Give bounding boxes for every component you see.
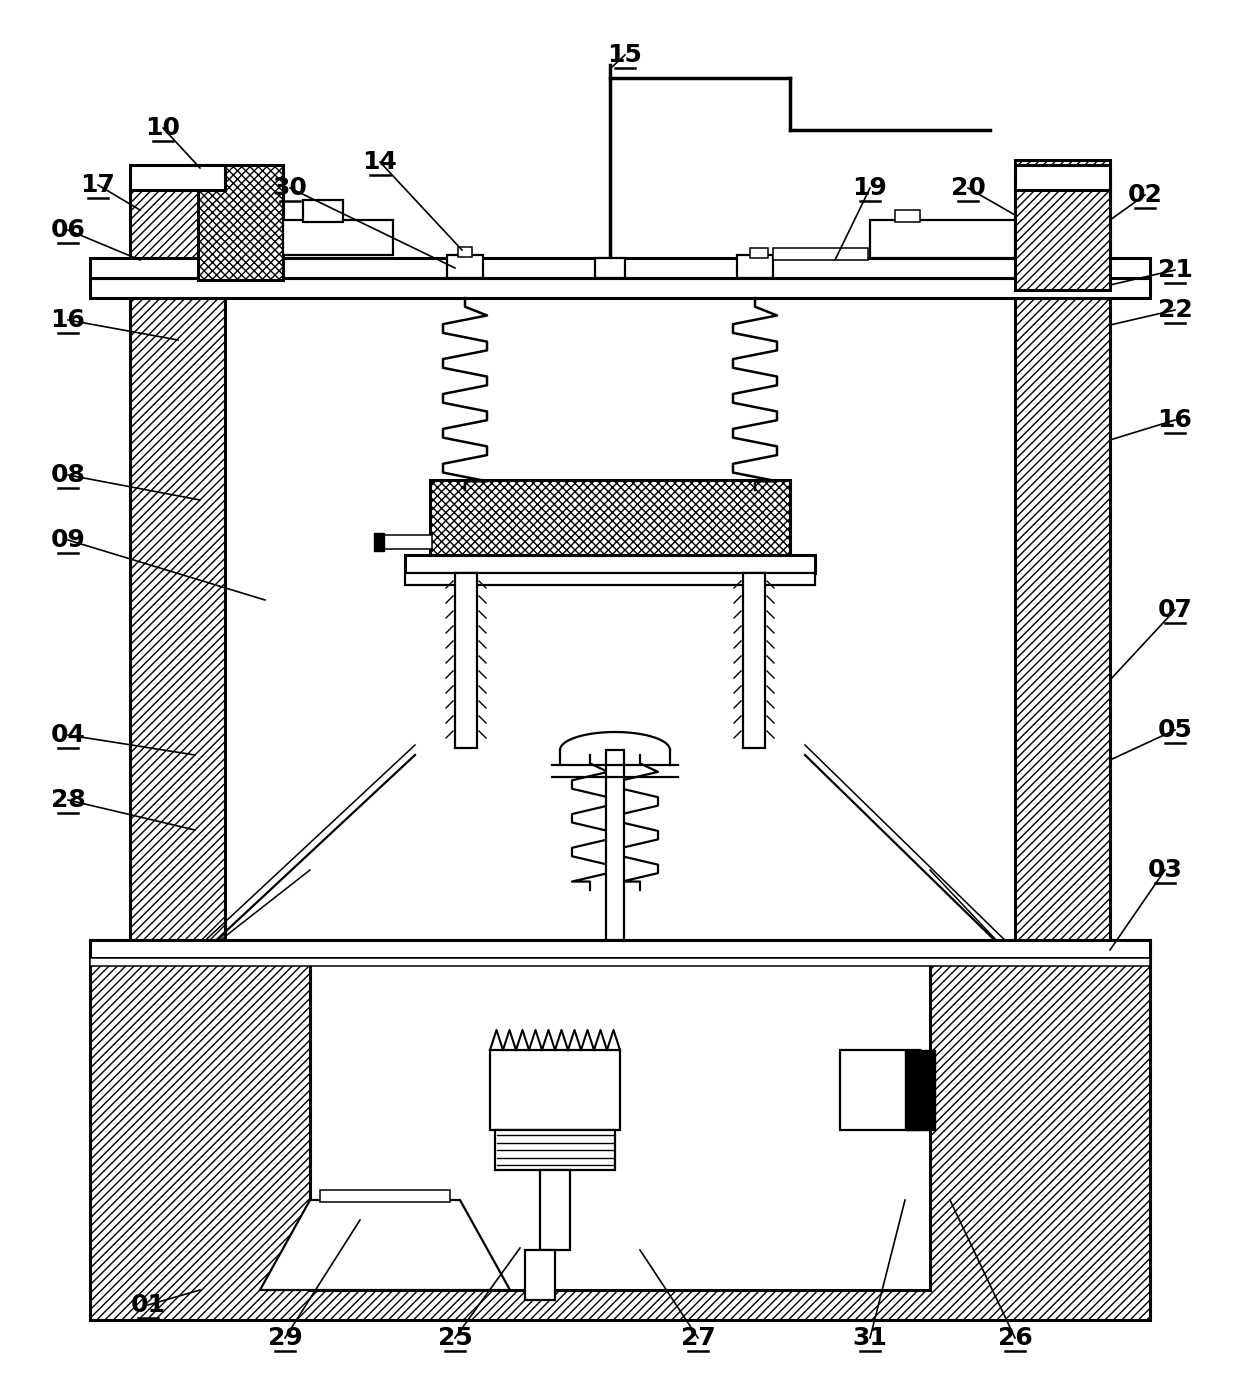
Bar (495, 1129, 615, 1171)
Bar (539, 1171, 570, 1250)
Bar (458, 247, 472, 257)
Text: 30: 30 (273, 176, 308, 201)
Bar (91, 940, 1149, 958)
Bar (595, 258, 625, 278)
Text: 26: 26 (998, 1326, 1033, 1351)
Bar (379, 534, 432, 550)
Text: 16: 16 (51, 308, 86, 333)
Bar (750, 247, 768, 258)
Text: 07: 07 (1158, 598, 1193, 622)
Text: 31: 31 (853, 1326, 888, 1351)
Bar (430, 480, 790, 555)
Text: 14: 14 (362, 150, 398, 174)
Bar (130, 179, 224, 960)
Bar (737, 256, 773, 278)
Text: 29: 29 (268, 1326, 303, 1351)
Text: 03: 03 (1147, 857, 1183, 882)
Bar (374, 533, 384, 551)
Bar (455, 573, 477, 747)
Bar (198, 165, 283, 280)
Text: 28: 28 (51, 789, 86, 812)
Bar (320, 1190, 450, 1202)
Text: 05: 05 (1158, 719, 1193, 742)
Text: 19: 19 (853, 176, 888, 201)
Text: 04: 04 (51, 723, 86, 747)
Bar (405, 555, 815, 573)
Text: 06: 06 (51, 218, 86, 242)
Text: 10: 10 (145, 115, 181, 140)
Bar (310, 960, 930, 1290)
Text: 08: 08 (51, 463, 86, 486)
Bar (525, 1250, 556, 1300)
Bar (303, 201, 343, 223)
Bar (773, 247, 868, 260)
Text: 27: 27 (681, 1326, 715, 1351)
Bar (1016, 179, 1110, 960)
Text: 16: 16 (1158, 408, 1193, 431)
Bar (1016, 165, 1110, 190)
Bar (743, 573, 765, 747)
Text: 21: 21 (1158, 258, 1193, 282)
Text: 20: 20 (951, 176, 986, 201)
Bar (91, 258, 1149, 278)
Bar (606, 750, 624, 940)
Text: 15: 15 (608, 43, 642, 67)
Text: 02: 02 (1127, 183, 1162, 207)
Bar (1016, 159, 1110, 290)
Bar (130, 165, 224, 190)
Text: 22: 22 (1158, 298, 1193, 322)
Bar (405, 573, 815, 585)
Text: 01: 01 (130, 1293, 165, 1318)
Bar (91, 958, 1149, 966)
Bar (91, 940, 1149, 1320)
Text: 25: 25 (438, 1326, 472, 1351)
Bar (91, 278, 1149, 298)
Bar (895, 210, 920, 223)
Bar (839, 1050, 920, 1129)
Bar (905, 1050, 935, 1129)
Bar (870, 220, 1016, 258)
Bar (490, 1050, 620, 1129)
Text: 17: 17 (81, 173, 115, 196)
Text: 09: 09 (51, 528, 86, 552)
Bar (446, 256, 484, 278)
Polygon shape (260, 1200, 510, 1290)
Bar (283, 220, 393, 256)
